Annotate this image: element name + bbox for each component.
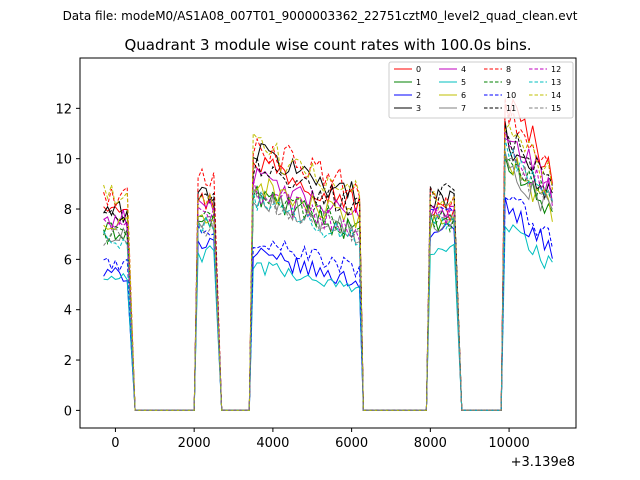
legend-label-4: 4	[461, 65, 466, 74]
legend-label-12: 12	[551, 65, 561, 74]
y-tick-label: 12	[55, 102, 72, 117]
x-tick-label: 8000	[414, 436, 447, 451]
x-tick-label: 2000	[178, 436, 211, 451]
legend-label-15: 15	[551, 104, 561, 113]
x-tick-label: 4000	[256, 436, 289, 451]
x-tick-label: 6000	[335, 436, 368, 451]
legend-label-13: 13	[551, 78, 561, 87]
y-tick-label: 6	[64, 253, 72, 268]
y-tick-label: 2	[64, 354, 72, 369]
legend-label-8: 8	[506, 65, 511, 74]
series-line-3	[103, 121, 553, 411]
legend-frame	[388, 61, 574, 119]
y-tick-label: 8	[64, 203, 72, 218]
series-line-13	[103, 138, 553, 411]
series-line-9	[103, 158, 553, 411]
x-tick-label: 0	[111, 436, 119, 451]
legend-label-1: 1	[416, 78, 421, 87]
series-line-11	[103, 129, 553, 411]
chart-title: Quadrant 3 module wise count rates with …	[124, 36, 531, 54]
series-line-15	[103, 158, 553, 411]
suptitle: Data file: modeM0/AS1A08_007T01_90000033…	[63, 9, 578, 23]
legend-label-7: 7	[461, 104, 466, 113]
x-tick-label: 10000	[488, 436, 529, 451]
x-offset-label: +3.139e8	[511, 455, 575, 470]
legend-label-10: 10	[506, 91, 516, 100]
series-line-12	[103, 131, 553, 411]
series-line-7	[103, 151, 553, 411]
series-line-14	[103, 123, 553, 411]
legend-label-5: 5	[461, 78, 466, 87]
series-line-2	[103, 197, 553, 411]
y-tick-label: 0	[64, 404, 72, 419]
y-tick-label: 4	[64, 304, 72, 319]
y-tick-label: 10	[55, 153, 72, 168]
legend-label-14: 14	[551, 91, 561, 100]
series-line-8	[103, 98, 553, 411]
legend-label-0: 0	[416, 65, 421, 74]
legend-label-11: 11	[506, 104, 516, 113]
legend-label-2: 2	[416, 91, 421, 100]
legend-label-3: 3	[416, 104, 421, 113]
plot-lines	[103, 98, 553, 411]
y-axis: 0 2 4 6 8 10 12	[55, 102, 80, 419]
series-line-5	[103, 224, 553, 411]
legend-label-9: 9	[506, 78, 511, 87]
x-axis: 0 2000 4000 6000 8000 10000	[111, 428, 530, 451]
axes-frame	[79, 57, 577, 429]
legend-label-6: 6	[461, 91, 466, 100]
series-line-4	[103, 137, 553, 411]
